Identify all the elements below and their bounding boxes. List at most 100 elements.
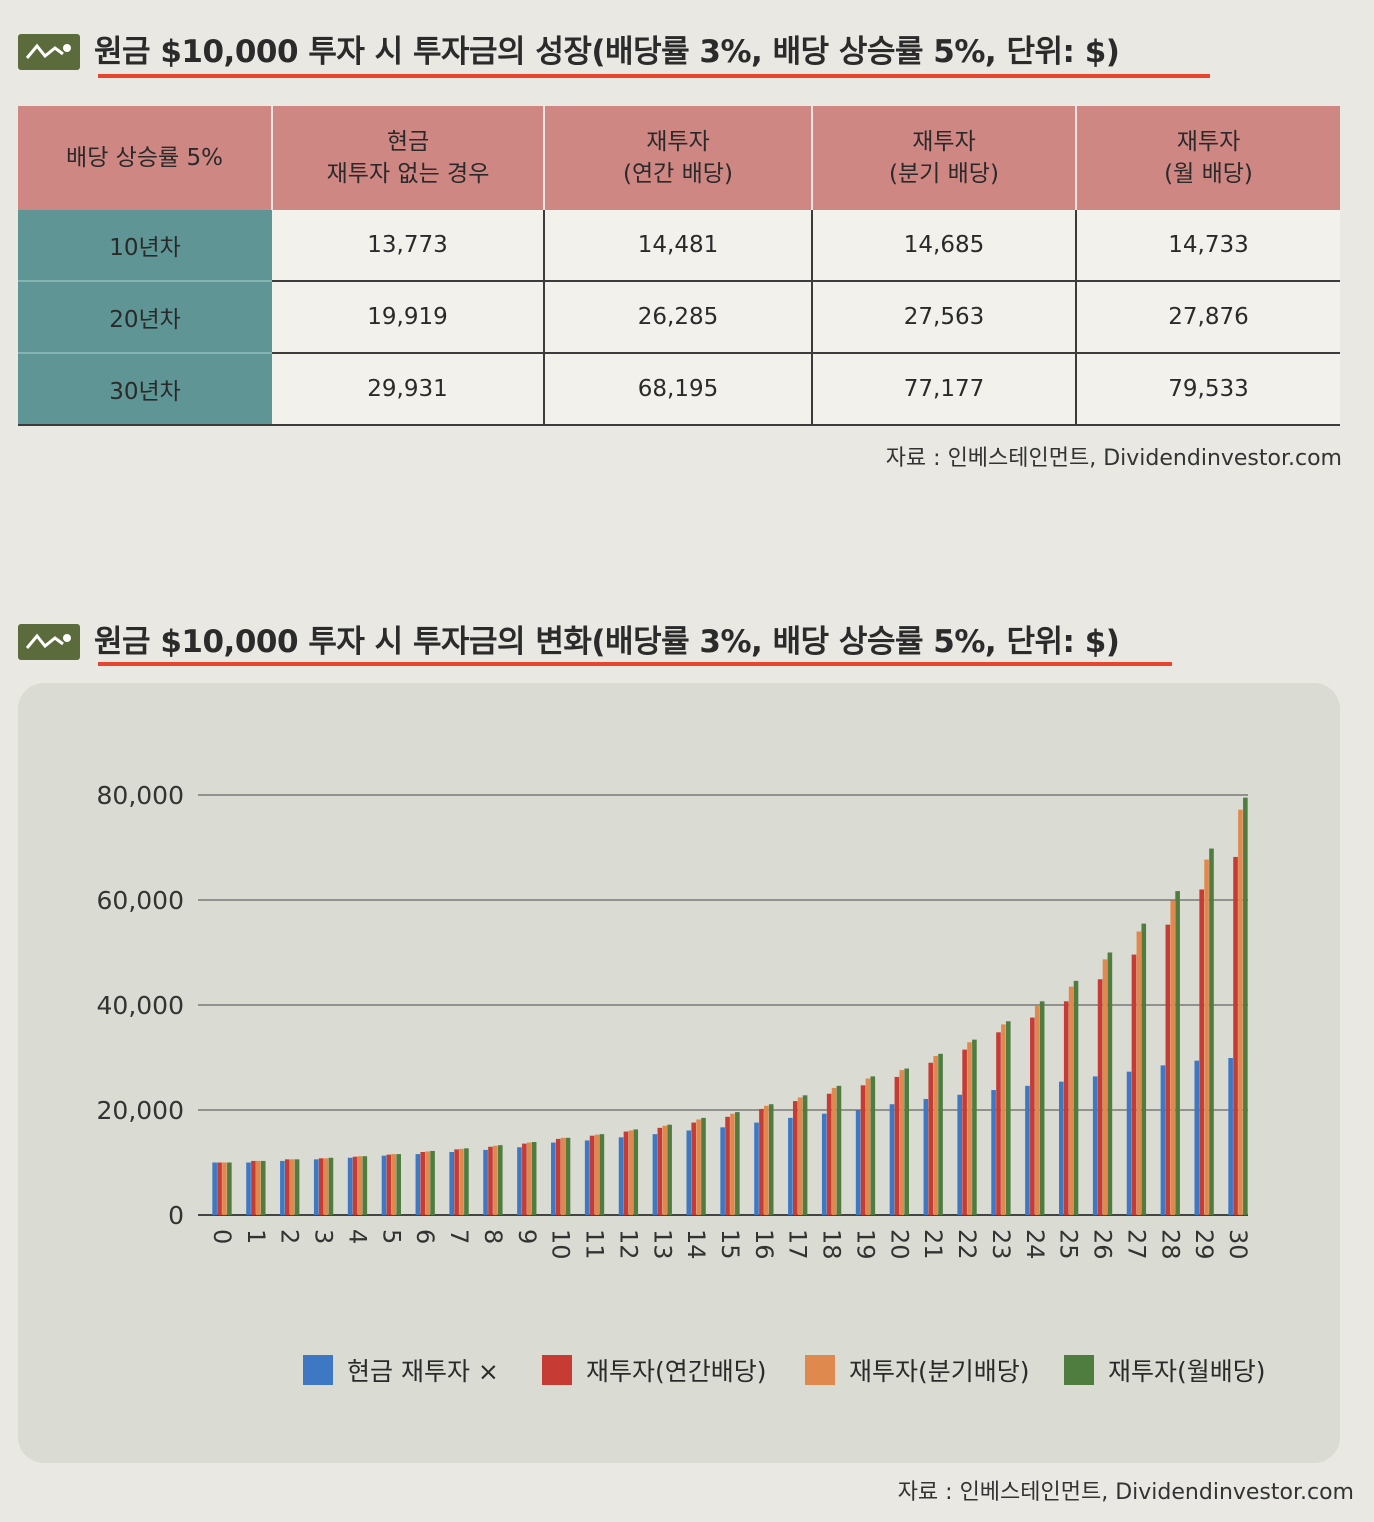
bar-3 [464,1148,469,1215]
header-quarterly: 재투자 (분기 배당) [812,106,1077,210]
bar-0 [889,1104,895,1215]
x-tick-label: 3 [310,1229,338,1244]
bar-0 [246,1162,251,1215]
bar-3 [599,1134,605,1215]
header-cash: 현금 재투자 없는 경우 [272,106,545,210]
table-cell: 14,685 [812,210,1077,282]
bar-0 [991,1090,996,1215]
bar-3 [328,1157,334,1215]
table-source: 자료 : 인베스테인먼트, Dividendinvestor.com [885,446,1342,471]
bar-0 [551,1142,556,1215]
x-tick-label: 4 [343,1229,371,1244]
x-tick-label: 10 [547,1229,575,1260]
bar-3 [1243,797,1248,1215]
bar-3 [1209,848,1214,1215]
bar-3 [396,1154,401,1215]
bar-1 [1097,979,1103,1215]
table-cell: 29,931 [272,353,545,426]
x-tick-label: 22 [953,1229,981,1260]
y-tick-label: 0 [168,1201,184,1230]
bar-0 [1059,1081,1064,1215]
table-row: 30년차 29,931 68,195 77,177 79,533 [18,353,1340,426]
bar-0 [415,1154,421,1215]
table-cell: 79,533 [1076,353,1340,426]
legend-swatch [303,1355,333,1385]
bar-1 [217,1162,222,1215]
table-header-row: 배당 상승률 5% 현금 재투자 없는 경우 재투자 (연간 배당) 재투자 (… [18,106,1340,210]
bar-3 [938,1053,943,1215]
table-cell: 26,285 [544,281,813,354]
bar-1 [488,1146,493,1215]
bar-0 [788,1117,793,1215]
bar-3 [1175,891,1180,1215]
table-title: 원금 $10,000 투자 시 투자금의 성장(배당률 3%, 배당 상승률 5… [94,34,1120,70]
chart-panel: 0 20,000 40,000 60,000 80,000 0 1 2 3 4 5 6 7 8 9 10 11 1… [18,683,1340,1463]
chart-heading-underline [98,662,1172,666]
trend-line-icon [18,623,80,660]
bar-3 [972,1039,977,1215]
legend-swatch [805,1355,835,1385]
bar-1 [928,1062,934,1215]
bar-1 [792,1101,798,1215]
chart-title: 원금 $10,000 투자 시 투자금의 변화(배당률 3%, 배당 상승률 5… [94,624,1120,660]
bar-2 [696,1119,701,1215]
x-tick-label: 0 [208,1229,236,1244]
x-tick-label: 8 [479,1229,507,1244]
x-tick-label: 9 [513,1229,541,1244]
bar-2 [831,1087,837,1215]
bar-0 [1228,1058,1233,1215]
bar-3 [294,1159,300,1215]
bar-2 [391,1154,397,1215]
table-cell: 27,563 [812,281,1077,354]
bar-2 [493,1145,498,1215]
bar-1 [352,1156,358,1215]
table-cell: 13,773 [272,210,545,282]
x-tick-label: 11 [581,1229,609,1260]
bar-1 [657,1127,663,1215]
y-tick-label: 40,000 [97,991,184,1020]
bar-2 [1001,1024,1006,1215]
bar-0 [347,1157,353,1215]
bar-2 [425,1151,430,1215]
x-tick-label: 1 [242,1229,270,1244]
bar-2 [222,1162,227,1215]
chart-heading: 원금 $10,000 투자 시 투자금의 변화(배당률 3%, 배당 상승률 5… [18,616,1123,667]
bar-3 [633,1129,639,1215]
bar-0 [483,1149,488,1215]
y-tick-label: 20,000 [97,1096,184,1125]
bar-3 [565,1137,571,1215]
bar-0 [517,1147,522,1215]
x-tick-label: 28 [1156,1229,1184,1260]
legend-label: 재투자(월배당) [1108,1357,1266,1386]
x-tick-label: 27 [1122,1229,1150,1260]
bar-2 [323,1158,329,1215]
x-tick-label: 25 [1055,1229,1083,1260]
x-tick-label: 12 [614,1229,642,1260]
x-tick-label: 24 [1021,1229,1049,1260]
bar-0 [686,1130,692,1215]
bar-1 [454,1149,459,1215]
bar-0 [584,1140,590,1215]
bar-1 [251,1160,256,1215]
bar-1 [318,1158,324,1215]
table-heading-underline [98,74,1210,78]
bar-0 [313,1159,319,1215]
bar-1 [1165,924,1171,1215]
bar-3 [227,1162,232,1215]
bar-1 [1030,1017,1035,1215]
x-tick-label: 30 [1224,1229,1252,1260]
x-tick-label: 2 [276,1229,304,1244]
bar-3 [260,1160,266,1215]
row-label: 10년차 [18,210,272,282]
bar-3 [1107,952,1113,1215]
table-cell: 77,177 [812,353,1077,426]
bar-2 [459,1148,464,1215]
bar-3 [430,1150,435,1215]
table-cell: 14,481 [544,210,813,282]
x-tick-label: 14 [682,1229,710,1260]
bar-3 [1005,1021,1011,1215]
bar-1 [623,1131,629,1215]
bar-2 [764,1105,769,1215]
bar-2 [967,1042,972,1215]
x-tick-label: 20 [885,1229,913,1260]
